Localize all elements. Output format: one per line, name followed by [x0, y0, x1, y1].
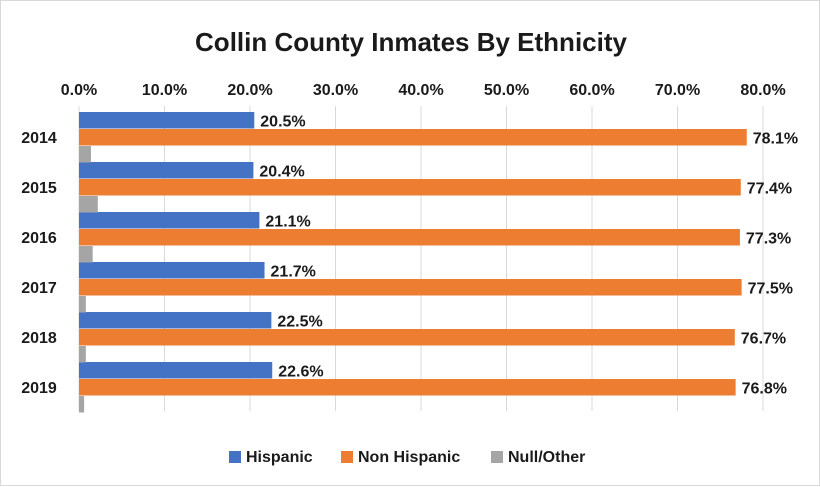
legend-swatch — [491, 451, 503, 463]
x-tick-label: 30.0% — [313, 82, 358, 99]
bar-null-other — [79, 346, 86, 363]
category-label: 2016 — [21, 230, 57, 247]
x-axis-ticks: 0.0% 10.0% 20.0% 30.0% 40.0% 50.0% 60.0% 70.0% 8… — [61, 82, 786, 99]
legend-label: Null/Other — [508, 449, 585, 466]
bar-null-other — [79, 296, 86, 313]
bar-hispanic — [79, 162, 254, 179]
bar-non-hispanic — [79, 229, 740, 246]
gridlines — [78, 106, 764, 411]
legend-label: Non Hispanic — [358, 449, 460, 466]
bar-non-hispanic — [79, 329, 735, 346]
bar-hispanic — [79, 212, 260, 229]
data-label: 77.4% — [747, 181, 792, 198]
x-tick-label: 70.0% — [655, 82, 700, 99]
bar-null-other — [79, 246, 93, 263]
bars — [79, 112, 747, 413]
data-label: 76.8% — [742, 381, 787, 398]
bar-non-hispanic — [79, 379, 736, 396]
category-label: 2018 — [21, 330, 57, 347]
bar-non-hispanic — [79, 279, 742, 296]
legend-label: Hispanic — [246, 449, 313, 466]
category-label: 2017 — [21, 280, 57, 297]
legend-swatch — [341, 451, 353, 463]
bar-non-hispanic — [79, 179, 741, 196]
data-label: 76.7% — [741, 331, 786, 348]
bar-hispanic — [79, 262, 265, 279]
category-label: 2019 — [21, 380, 57, 397]
bar-non-hispanic — [79, 129, 747, 146]
bar-null-other — [79, 396, 85, 413]
legend: Hispanic Non Hispanic Null/Other — [229, 449, 585, 466]
data-label: 21.1% — [265, 214, 310, 231]
category-label: 2014 — [21, 130, 57, 147]
data-label: 78.1% — [753, 131, 798, 148]
bar-hispanic — [79, 362, 273, 379]
data-label: 21.7% — [271, 264, 316, 281]
data-label: 20.5% — [260, 114, 305, 131]
category-label: 2015 — [21, 180, 57, 197]
chart-title: Collin County Inmates By Ethnicity — [195, 27, 627, 57]
data-label: 77.5% — [748, 281, 793, 298]
data-label: 77.3% — [746, 231, 791, 248]
data-label: 22.6% — [278, 364, 323, 381]
x-tick-label: 80.0% — [740, 82, 785, 99]
x-tick-label: 50.0% — [484, 82, 529, 99]
y-axis-categories: 2014 2015 2016 2017 2018 2019 — [21, 130, 57, 397]
bar-hispanic — [79, 112, 255, 129]
legend-swatch — [229, 451, 241, 463]
bar-null-other — [79, 146, 91, 163]
x-tick-label: 40.0% — [398, 82, 443, 99]
x-tick-label: 20.0% — [227, 82, 272, 99]
x-tick-label: 10.0% — [142, 82, 187, 99]
x-tick-label: 60.0% — [569, 82, 614, 99]
data-label: 22.5% — [277, 314, 322, 331]
data-label: 20.4% — [259, 164, 304, 181]
data-labels: 20.5% 20.4% 21.1% 21.7% 22.5% 22.6% 78.1% 77.4%… — [259, 114, 798, 398]
bar-hispanic — [79, 312, 272, 329]
bar-null-other — [79, 196, 98, 213]
x-tick-label: 0.0% — [61, 82, 97, 99]
